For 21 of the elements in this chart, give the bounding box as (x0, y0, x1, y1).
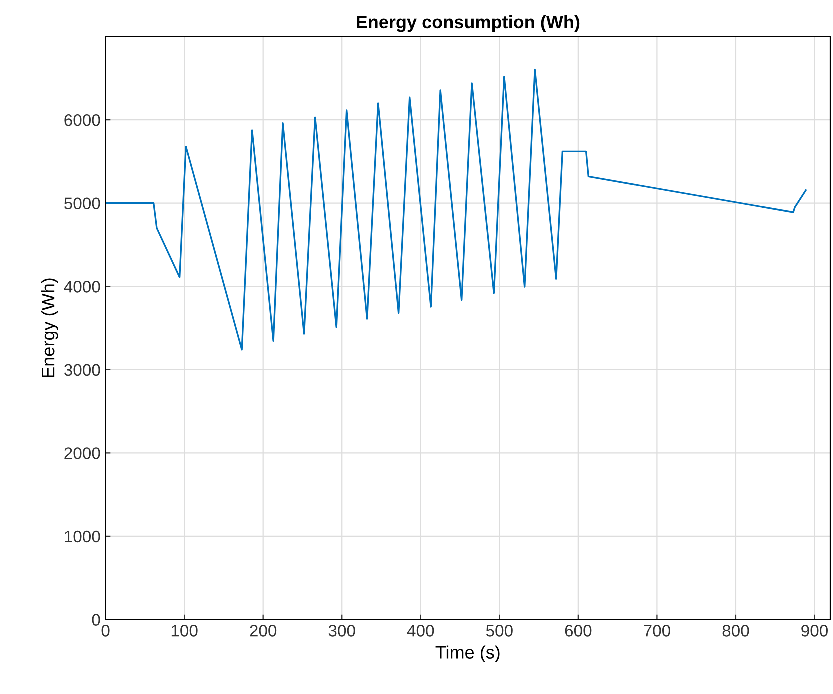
x-tick-label: 100 (172, 625, 198, 637)
y-tick-label: 3000 (64, 364, 100, 376)
y-tick-label: 1000 (65, 530, 100, 543)
y-tick-label: 0 (92, 614, 100, 626)
chart-title: Energy consumption (Wh) (357, 15, 580, 32)
x-tick-label: 400 (407, 625, 434, 637)
y-tick-label: 4000 (64, 281, 100, 293)
x-tick-label: 0 (102, 625, 110, 637)
y-tick-label: 6000 (64, 114, 100, 126)
y-axis-title: Energy (Wh) (41, 278, 58, 378)
x-tick-label: 300 (328, 625, 356, 637)
line-series (106, 68, 807, 351)
y-tick-label: 2000 (64, 448, 100, 460)
x-tick-label: 200 (250, 625, 277, 637)
x-axis-title: Time (s) (436, 646, 500, 663)
x-tick-label: 900 (802, 625, 828, 637)
y-tick-label: 5000 (64, 198, 100, 210)
x-tick-label: 700 (644, 625, 670, 637)
x-tick-label: 800 (722, 625, 750, 637)
x-tick-label: 600 (565, 625, 592, 637)
x-tick-label: 500 (486, 625, 513, 637)
